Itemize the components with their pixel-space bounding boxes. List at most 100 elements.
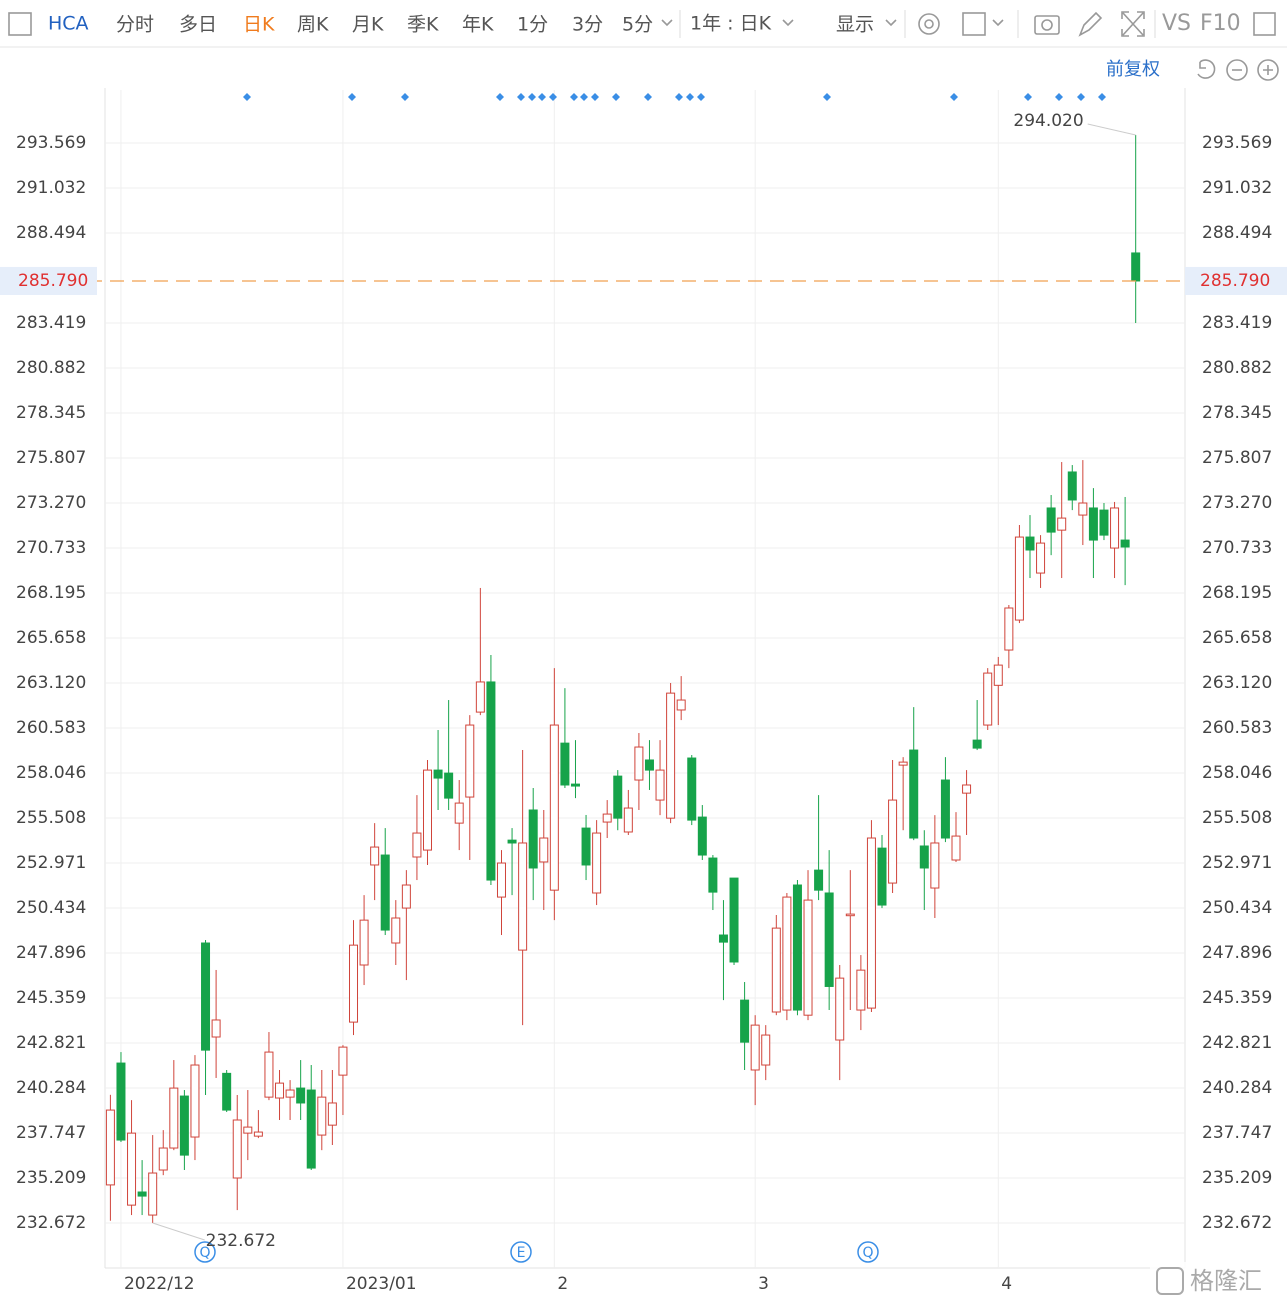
sidebar-toggle[interactable] <box>8 12 32 36</box>
candle-body <box>560 742 570 786</box>
candle-body <box>232 1119 242 1179</box>
settings-icon-core <box>924 19 934 29</box>
symbol[interactable]: HCA <box>48 13 89 35</box>
tab-active[interactable]: 日K <box>243 14 275 36</box>
tab[interactable]: 周K <box>297 14 329 36</box>
camera-lens <box>1041 19 1053 31</box>
candle-body <box>1067 471 1077 501</box>
candle-body <box>433 769 443 779</box>
x-tick-label: 2023/01 <box>346 1274 417 1294</box>
tab[interactable]: 分时 <box>116 14 154 36</box>
y-tick-label: 258.046 <box>16 763 86 783</box>
candles <box>105 135 1141 1224</box>
candle-body <box>190 1064 200 1138</box>
display-select[interactable]: 显示 <box>836 14 874 36</box>
candle-body <box>940 779 950 839</box>
tab[interactable]: 多日 <box>179 14 217 36</box>
panel-icon[interactable] <box>1253 12 1276 36</box>
event-dot[interactable] <box>243 93 1106 101</box>
drawing-icon[interactable] <box>962 12 986 36</box>
candle-body <box>835 977 845 1041</box>
vs-button[interactable]: VS <box>1162 11 1191 36</box>
last-price-label: 285.790 <box>18 271 88 291</box>
event-marker[interactable] <box>194 1241 216 1263</box>
x-tick-label: 2022/12 <box>124 1274 195 1294</box>
y-tick-label: 275.807 <box>16 448 86 468</box>
candle-body <box>930 842 940 889</box>
last-price-box-right <box>1185 266 1287 295</box>
candle-body <box>454 802 464 824</box>
y-tick-label-right: 283.419 <box>1202 313 1272 333</box>
candle-body <box>909 749 919 839</box>
f10-button[interactable]: F10 <box>1200 11 1241 36</box>
y-tick-label: 247.896 <box>16 943 86 963</box>
tab[interactable]: 5分 <box>622 14 653 36</box>
adjust-mode[interactable]: 前复权 <box>1106 59 1160 80</box>
candle-body <box>475 681 485 713</box>
pen-icon[interactable] <box>1078 11 1103 37</box>
y-tick-label-right: 293.569 <box>1202 133 1272 153</box>
candle-body <box>866 837 876 1009</box>
y-tick-label: 263.120 <box>16 673 86 693</box>
range-select[interactable]: 1年 : 日K <box>690 13 772 35</box>
tab[interactable]: 月K <box>352 14 384 36</box>
event-dots <box>243 93 1106 101</box>
event-marker-label: E <box>517 1245 526 1261</box>
toolbar-bg <box>0 0 1287 47</box>
tab[interactable]: 季K <box>407 14 439 36</box>
event-marker-label: Q <box>862 1245 873 1261</box>
y-tick-label-right: 240.284 <box>1202 1078 1272 1098</box>
zoom-in[interactable] <box>1257 59 1279 81</box>
event-marker[interactable] <box>857 1241 879 1263</box>
candle-body <box>486 681 496 881</box>
candle-body <box>962 784 972 794</box>
tab[interactable]: 年K <box>462 14 494 36</box>
candle-body <box>444 772 454 799</box>
candle-body <box>317 1096 327 1136</box>
candle-body <box>465 724 475 798</box>
candle-body <box>496 862 506 898</box>
y-tick-label: 278.345 <box>16 403 86 423</box>
y-tick-label: 245.359 <box>16 988 86 1008</box>
annotation-leader <box>152 1222 205 1241</box>
y-tick-label-right: 255.508 <box>1202 808 1272 828</box>
camera-icon[interactable] <box>1034 15 1060 35</box>
fullscreen-icon[interactable] <box>1121 11 1145 37</box>
y-tick-label-right: 232.672 <box>1202 1213 1272 1233</box>
x-tick-label: 4 <box>1001 1274 1012 1294</box>
zoom-out[interactable] <box>1226 59 1248 81</box>
y-tick-label: 252.971 <box>16 853 86 873</box>
candle-body <box>507 839 517 844</box>
y-tick-label-right: 273.270 <box>1202 493 1272 513</box>
candle-body <box>613 775 623 819</box>
tab[interactable]: 1分 <box>517 14 548 36</box>
candle-body <box>676 699 686 711</box>
candle-body <box>338 1046 348 1076</box>
y-tick-label: 237.747 <box>16 1123 86 1143</box>
y-tick-label-right: 288.494 <box>1202 223 1272 243</box>
candle-body <box>1046 507 1056 533</box>
chevron <box>992 19 1004 27</box>
zoom-in-sign <box>1263 65 1273 75</box>
candle-body <box>1004 607 1014 651</box>
toolbar: HCA 分时 多日 日K 周K 月K 季K 年K 1分 3分 5分 1年 : 日… <box>0 0 1287 48</box>
chevron <box>782 19 794 27</box>
candle-body <box>1099 509 1109 536</box>
y-tick-label: 273.270 <box>16 493 86 513</box>
candle-body <box>782 896 792 1011</box>
tab[interactable]: 3分 <box>572 14 603 36</box>
settings-icon[interactable] <box>918 13 940 35</box>
candle-body <box>285 1089 295 1098</box>
y-tick-label-right: 268.195 <box>1202 583 1272 603</box>
candle-body <box>359 919 369 966</box>
candle-body <box>1025 536 1035 551</box>
y-tick-label-right: 270.733 <box>1202 538 1272 558</box>
y-tick-label: 288.494 <box>16 223 86 243</box>
event-marker[interactable] <box>510 1241 532 1263</box>
candle-body <box>983 672 993 726</box>
candle-body <box>306 1089 316 1169</box>
reset-icon[interactable] <box>1197 59 1216 79</box>
y-tick-label-right: 265.658 <box>1202 628 1272 648</box>
x-tick-label: 3 <box>758 1274 769 1294</box>
